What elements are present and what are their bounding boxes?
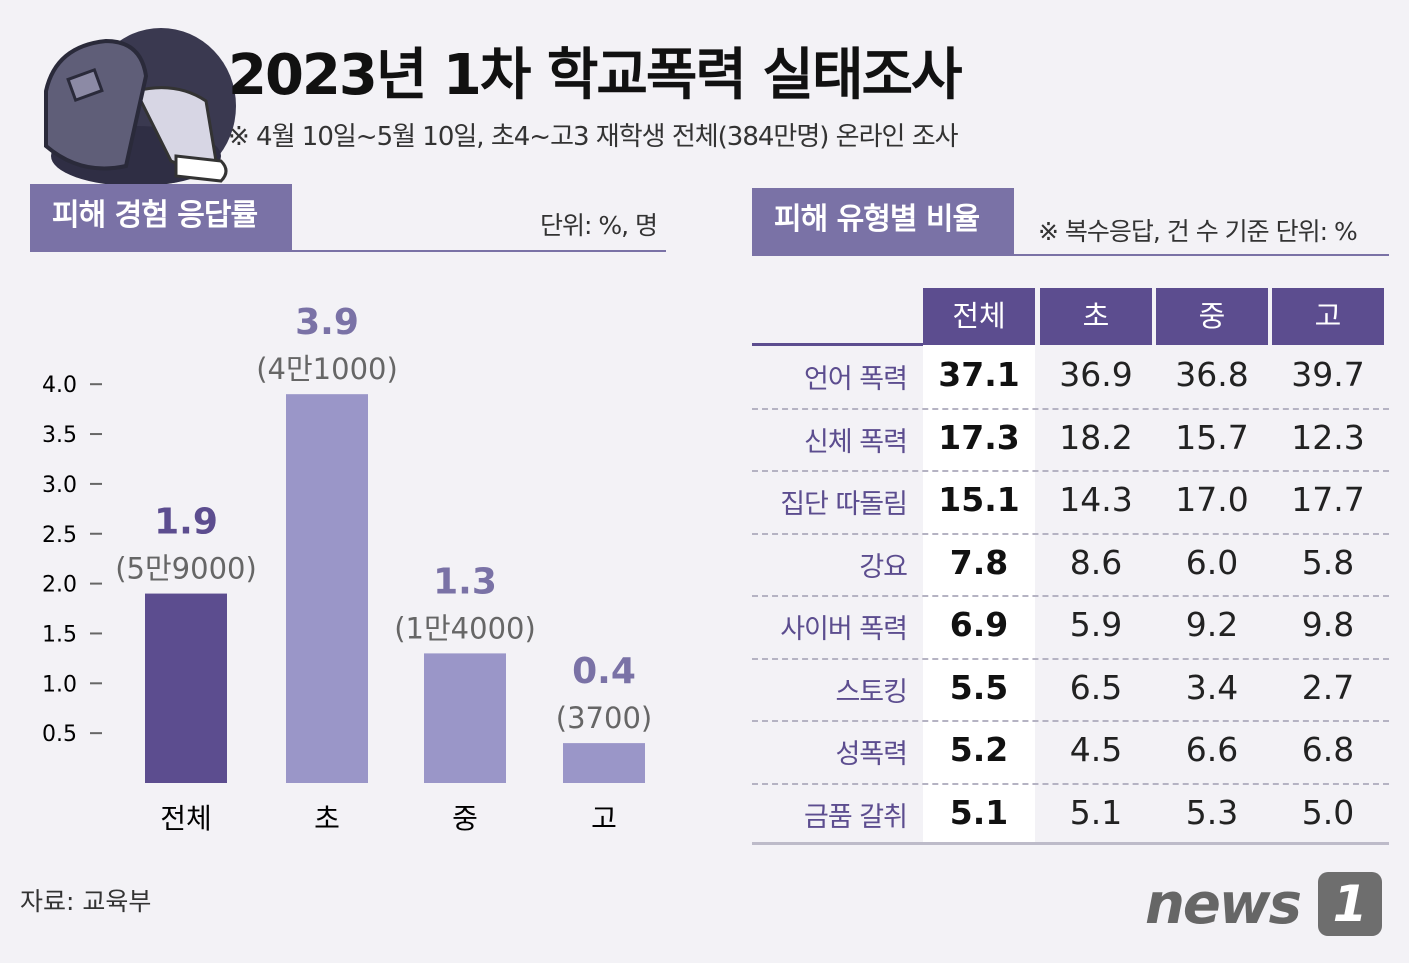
table-cell: 6.6 bbox=[1185, 730, 1239, 769]
y-tick-label: 2.5 bbox=[42, 523, 77, 548]
page-title: 2023년 1차 학교폭력 실태조사 bbox=[228, 43, 963, 108]
y-tick-label: 2.0 bbox=[42, 573, 77, 598]
table-cell: 15.1 bbox=[938, 480, 1020, 519]
table-cell: 6.9 bbox=[949, 605, 1009, 644]
row-divider bbox=[752, 657, 1389, 660]
left-section-title: 피해 경험 응답률 bbox=[30, 184, 292, 250]
table-cell: 36.9 bbox=[1059, 355, 1133, 394]
table-cell: 5.5 bbox=[949, 667, 1009, 707]
bar-count-label: (3700) bbox=[556, 701, 652, 735]
total-column-bg bbox=[923, 345, 1035, 842]
row-divider bbox=[752, 470, 1389, 472]
row-divider bbox=[752, 782, 1389, 785]
x-category-label: 중 bbox=[452, 802, 478, 835]
bar-value-label: 0.4 bbox=[572, 651, 636, 692]
table-cell: 36.8 bbox=[1175, 355, 1249, 394]
table-cell: 14.3 bbox=[1059, 480, 1133, 519]
row-divider bbox=[752, 407, 1389, 410]
table-bottom-line bbox=[752, 842, 1389, 845]
y-tick-label: 3.0 bbox=[42, 473, 77, 498]
row-divider bbox=[752, 720, 1389, 722]
left-section-unit: 단위: %, 명 bbox=[540, 211, 658, 240]
table-header-cell: 고 bbox=[1272, 288, 1384, 345]
table-cell: 2.7 bbox=[1301, 667, 1355, 707]
bar-chart: 0.5 1.0 1.5 2.0 2.5 3.0 3.5 4.0 1.9 (5만9000) 전체 3.9… bbox=[42, 302, 652, 835]
y-tick-label: 3.5 bbox=[42, 423, 77, 448]
row-label: 언어 폭력 bbox=[804, 364, 908, 395]
table-cell: 5.2 bbox=[949, 730, 1009, 769]
table-header-cell: 초 bbox=[1040, 288, 1152, 345]
bar-1 bbox=[286, 394, 368, 783]
table-cell: 6.5 bbox=[1069, 667, 1123, 707]
row-label: 강요 bbox=[859, 551, 908, 583]
bar-value-label: 3.9 bbox=[295, 302, 359, 343]
left-section-divider bbox=[30, 250, 666, 252]
table-cell: 17.0 bbox=[1175, 480, 1249, 519]
row-label: 신체 폭력 bbox=[804, 426, 908, 458]
news1-logo-text: news bbox=[1145, 872, 1302, 937]
table-cell: 3.4 bbox=[1185, 667, 1239, 707]
bar-0 bbox=[145, 593, 227, 783]
row-divider bbox=[752, 532, 1389, 535]
y-tick-label: 1.0 bbox=[42, 672, 77, 697]
table-cell: 5.3 bbox=[1185, 792, 1239, 832]
table-top-line bbox=[752, 343, 923, 346]
y-tick-label: 4.0 bbox=[42, 373, 77, 398]
table-cell: 12.3 bbox=[1291, 417, 1365, 457]
bar-count-label: (4만1000) bbox=[256, 352, 398, 386]
table-cell: 4.5 bbox=[1069, 730, 1123, 769]
row-label: 스토킹 bbox=[835, 676, 908, 708]
table-cell: 39.7 bbox=[1291, 355, 1365, 394]
x-category-label: 고 bbox=[591, 802, 617, 835]
table-header-cell: 중 bbox=[1156, 288, 1268, 345]
table-cell: 18.2 bbox=[1059, 417, 1133, 457]
table-cell: 6.0 bbox=[1185, 542, 1239, 582]
table-cell: 5.9 bbox=[1069, 605, 1123, 644]
bar-value-label: 1.9 bbox=[154, 502, 218, 543]
bar-3 bbox=[563, 743, 645, 783]
right-section-divider bbox=[752, 254, 1389, 256]
table-cell: 5.0 bbox=[1301, 792, 1355, 832]
table-cell: 17.7 bbox=[1291, 480, 1365, 519]
table-cell: 7.8 bbox=[949, 542, 1009, 582]
table-header-cell: 전체 bbox=[923, 288, 1035, 345]
bar-count-label: (5만9000) bbox=[115, 552, 257, 586]
table-cell: 9.2 bbox=[1185, 605, 1239, 644]
table-cell: 8.6 bbox=[1069, 542, 1123, 582]
table-cell: 5.1 bbox=[1069, 792, 1123, 832]
y-tick-label: 1.5 bbox=[42, 622, 77, 647]
row-label: 금품 갈취 bbox=[804, 801, 908, 833]
bar-value-label: 1.3 bbox=[433, 561, 497, 602]
bar-2 bbox=[424, 653, 506, 783]
table-cell: 5.1 bbox=[949, 792, 1009, 832]
table-cell: 6.8 bbox=[1301, 730, 1355, 769]
y-tick-label: 0.5 bbox=[42, 722, 77, 747]
row-label: 성폭력 bbox=[835, 739, 908, 770]
bar-count-label: (1만4000) bbox=[394, 611, 536, 645]
row-label: 사이버 폭력 bbox=[780, 614, 908, 645]
news1-logo-mark: 1 bbox=[1318, 872, 1382, 936]
row-label: 집단 따돌림 bbox=[780, 489, 908, 520]
right-section-unit: ※ 복수응답, 건 수 기준 단위: % bbox=[1038, 217, 1358, 246]
table-cell: 37.1 bbox=[938, 355, 1020, 394]
table-cell: 17.3 bbox=[938, 417, 1020, 457]
x-category-label: 전체 bbox=[160, 802, 212, 835]
table-cell: 5.8 bbox=[1301, 542, 1355, 582]
table-cell: 15.7 bbox=[1175, 417, 1249, 457]
table-cell: 9.8 bbox=[1301, 605, 1355, 644]
row-divider bbox=[752, 595, 1389, 597]
student-with-backpack-illustration bbox=[44, 28, 236, 186]
x-category-label: 초 bbox=[314, 802, 340, 835]
page-subtitle: ※ 4월 10일~5월 10일, 초4~고3 재학생 전체(384만명) 온라인… bbox=[228, 122, 959, 152]
source-note: 자료: 교육부 bbox=[20, 887, 152, 916]
right-section-title: 피해 유형별 비율 bbox=[752, 188, 1014, 254]
